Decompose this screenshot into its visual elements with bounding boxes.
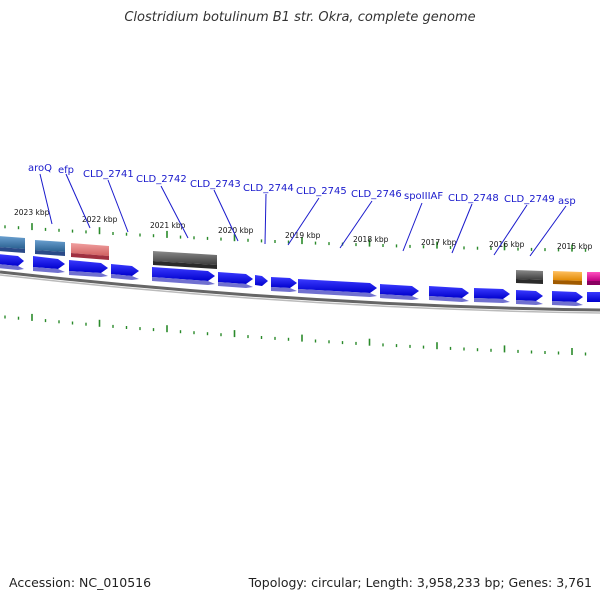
- gene-arrow-asp: [474, 288, 510, 299]
- gene-label-spoIIIAF: spoIIIAF: [404, 191, 443, 202]
- gene-arrow-spoIIIAF: [298, 279, 377, 293]
- gene-label-CLD_2748: CLD_2748: [448, 193, 499, 204]
- gene-labels: aroQ efp CLD_2741 CLD_2742 CLD_2743 CLD_…: [28, 163, 576, 207]
- block-dark-gray: [153, 251, 217, 265]
- genome-backbone: [0, 270, 600, 312]
- tick-label-2018: 2018 kbp: [353, 235, 389, 244]
- gene-arrow-next-1: [516, 290, 543, 301]
- forward-genes: [0, 254, 600, 306]
- gene-label-CLD_2745: CLD_2745: [296, 186, 347, 197]
- gene-arrow-CLD_2741: [69, 260, 108, 273]
- gene-arrow-CLD_2746: [271, 277, 297, 288]
- tick-label-2017: 2017 kbp: [421, 238, 457, 247]
- gene-arrow-aroQ: [0, 254, 24, 266]
- tick-labels: 2023 kbp 2022 kbp 2021 kbp 2020 kbp 2019…: [14, 208, 593, 251]
- tick-label-2016: 2016 kbp: [489, 240, 525, 249]
- gene-arrow-next-2: [552, 291, 583, 302]
- topology-text: Topology: circular; Length: 3,958,233 bp…: [248, 575, 592, 590]
- block-steel-1: [0, 236, 25, 249]
- block-steel-2: [35, 240, 65, 252]
- outer-tick-track: [4, 223, 587, 252]
- gene-arrow-CLD_2748: [380, 284, 419, 296]
- accession-text: Accession: NC_010516: [9, 575, 152, 590]
- gene-arrow-CLD_2743: [152, 267, 215, 281]
- gene-label-CLD_2743: CLD_2743: [190, 179, 241, 190]
- gene-label-CLD_2746: CLD_2746: [351, 189, 402, 200]
- gene-label-efp: efp: [58, 165, 74, 176]
- tick-label-2020: 2020 kbp: [218, 226, 254, 235]
- tick-label-2021: 2021 kbp: [150, 221, 186, 230]
- gene-arrow-CLD_2749: [429, 286, 469, 298]
- gene-arrow-next-3: [587, 292, 600, 302]
- gene-label-CLD_2749: CLD_2749: [504, 194, 555, 205]
- genome-title: Clostridium botulinum B1 str. Okra, comp…: [124, 10, 476, 25]
- gene-arrow-CLD_2744: [218, 272, 253, 284]
- gene-label-CLD_2744: CLD_2744: [243, 183, 294, 194]
- gene-label-CLD_2742: CLD_2742: [136, 174, 187, 185]
- gene-label-aroQ: aroQ: [28, 163, 52, 174]
- tick-label-2015: 2015 kbp: [557, 242, 593, 251]
- tick-label-2019: 2019 kbp: [285, 231, 321, 240]
- inner-tick-track: [4, 313, 587, 356]
- block-magenta: [587, 272, 600, 281]
- upper-blocks: [0, 236, 600, 285]
- tick-label-2022: 2022 kbp: [82, 215, 118, 224]
- gene-arrow-efp: [33, 256, 65, 269]
- tick-label-2023: 2023 kbp: [14, 208, 50, 217]
- block-gray-small: [516, 270, 543, 280]
- gene-label-asp: asp: [558, 196, 576, 207]
- gene-label-CLD_2741: CLD_2741: [83, 169, 134, 180]
- label-leaders: [39, 173, 567, 257]
- gene-arrow-CLD_2742: [111, 264, 139, 276]
- block-orange: [553, 271, 582, 281]
- gene-arrow-CLD_2745: [255, 275, 268, 286]
- block-pink: [71, 243, 109, 256]
